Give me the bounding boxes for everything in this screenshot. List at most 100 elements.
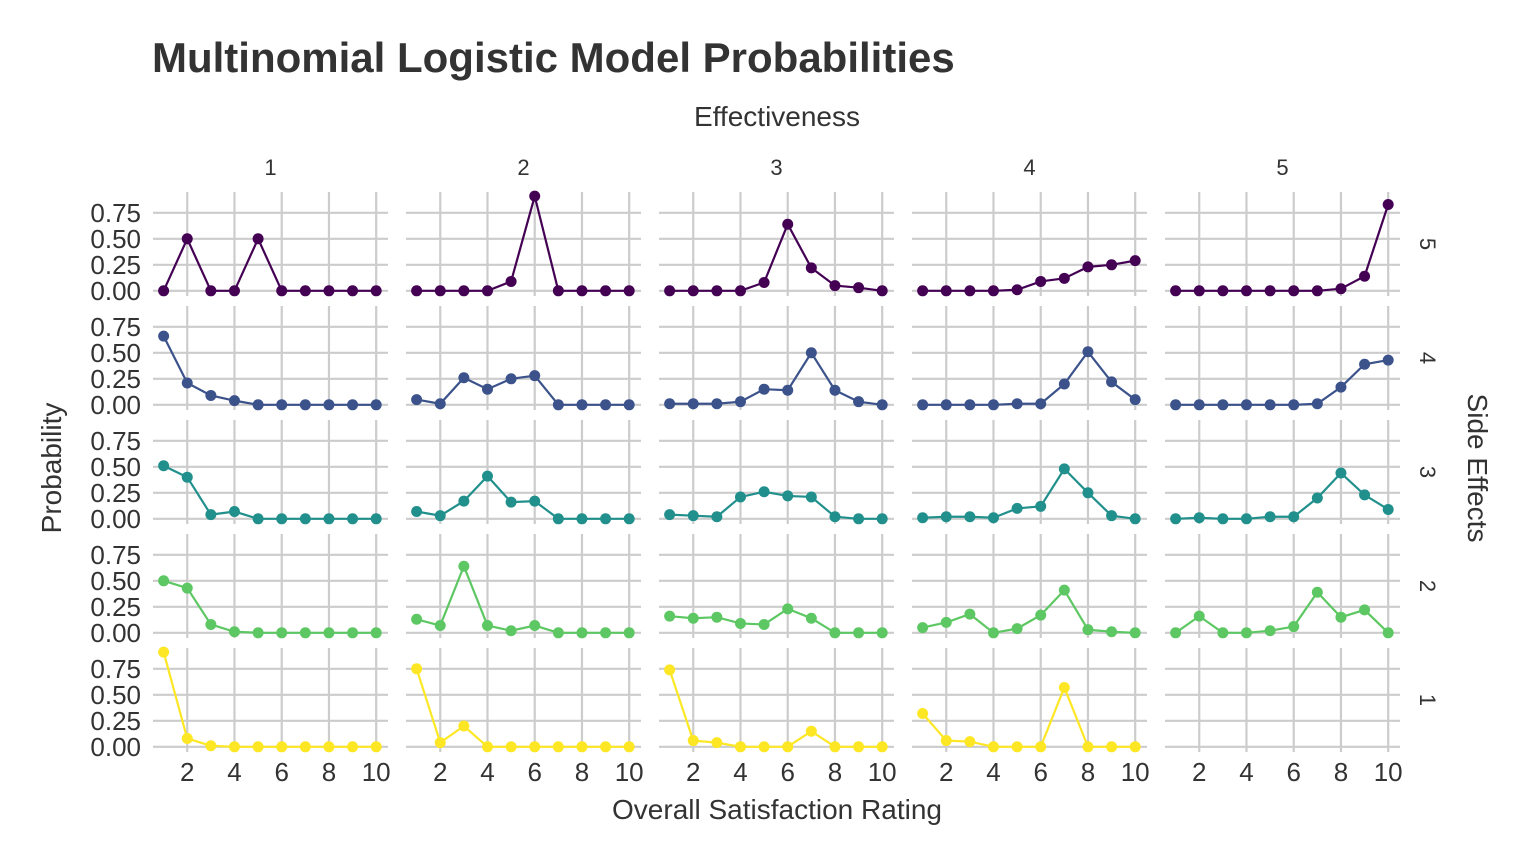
y-tick-label: 0.75 <box>90 540 141 570</box>
data-point <box>529 620 541 632</box>
facet-panel <box>1165 534 1400 639</box>
x-tick-label: 6 <box>1286 757 1300 787</box>
column-strip-label: 3 <box>770 155 782 180</box>
row-strip-label: 3 <box>1415 466 1440 478</box>
data-point <box>1170 513 1182 525</box>
data-point <box>782 218 794 230</box>
data-point <box>347 741 359 753</box>
x-tick-label: 4 <box>733 757 747 787</box>
data-point <box>299 399 311 411</box>
series-line <box>162 236 377 292</box>
data-point <box>758 741 770 753</box>
data-point <box>458 372 470 384</box>
data-point <box>252 399 264 411</box>
data-point <box>664 664 676 676</box>
x-tick-label: 10 <box>868 757 897 787</box>
series-line <box>1175 358 1389 406</box>
data-point <box>1217 285 1229 297</box>
data-point <box>711 511 723 523</box>
data-point <box>576 627 588 639</box>
data-point <box>252 627 264 639</box>
data-point <box>917 399 929 411</box>
x-tick-label: 4 <box>986 757 1000 787</box>
data-point <box>1217 399 1229 411</box>
data-point <box>623 741 635 753</box>
x-tick-label: 8 <box>828 757 842 787</box>
data-point <box>940 511 952 523</box>
data-point <box>1106 376 1118 388</box>
data-point <box>853 627 865 639</box>
data-point <box>782 384 794 396</box>
data-point <box>1311 586 1323 598</box>
data-point <box>411 394 423 406</box>
data-point <box>1264 511 1276 523</box>
series-line <box>922 467 1136 520</box>
data-point <box>964 285 976 297</box>
data-point <box>1382 354 1394 366</box>
data-point <box>964 511 976 523</box>
data-point <box>1288 511 1300 523</box>
data-point <box>505 625 517 637</box>
data-point <box>876 399 888 411</box>
data-point <box>276 741 288 753</box>
data-point <box>1106 626 1118 638</box>
data-point <box>964 736 976 748</box>
x-tick-label: 2 <box>180 757 194 787</box>
data-point <box>1035 275 1047 287</box>
column-facet-title: Effectiveness <box>694 101 860 132</box>
series-line <box>415 668 630 748</box>
panels-layer: 1 2 3 4 5543210.000.250.500.750.000.250.500.… <box>90 155 1440 787</box>
data-point <box>552 399 564 411</box>
y-tick-label: 0.25 <box>90 592 141 622</box>
data-point <box>576 513 588 525</box>
x-tick-label: 4 <box>480 757 494 787</box>
data-point <box>505 741 517 753</box>
x-tick-label: 6 <box>780 757 794 787</box>
data-point <box>205 285 217 297</box>
y-tick-label: 0.50 <box>90 338 141 368</box>
data-point <box>1058 463 1070 475</box>
series-line <box>162 651 377 748</box>
data-point <box>711 398 723 410</box>
data-point <box>1058 584 1070 596</box>
x-tick-label: 2 <box>1192 757 1206 787</box>
data-point <box>1240 285 1252 297</box>
data-point <box>481 620 493 632</box>
y-tick-label: 0.25 <box>90 364 141 394</box>
y-tick-label: 0.50 <box>90 680 141 710</box>
data-point <box>1011 502 1023 514</box>
data-point <box>1311 492 1323 504</box>
data-point <box>1311 398 1323 410</box>
data-point <box>1193 285 1205 297</box>
data-point <box>411 613 423 625</box>
data-point <box>411 285 423 297</box>
data-point <box>323 741 335 753</box>
data-point <box>1011 623 1023 635</box>
x-tick-label: 8 <box>322 757 336 787</box>
data-point <box>853 396 865 408</box>
y-tick-label: 0.25 <box>90 250 141 280</box>
data-point <box>323 627 335 639</box>
data-point <box>829 741 841 753</box>
series-line <box>163 464 377 520</box>
x-tick-label: 6 <box>527 757 541 787</box>
data-point <box>782 490 794 502</box>
data-point <box>917 512 929 524</box>
data-point <box>576 399 588 411</box>
y-tick-label: 0.50 <box>90 566 141 596</box>
data-point <box>664 610 676 622</box>
data-point <box>1264 399 1276 411</box>
data-point <box>370 741 382 753</box>
data-point <box>205 740 217 752</box>
facet-panel <box>406 420 641 525</box>
series-line <box>1175 204 1390 292</box>
data-point <box>734 491 746 503</box>
data-point <box>876 513 888 525</box>
data-point <box>1129 741 1141 753</box>
data-point <box>1035 398 1047 410</box>
data-point <box>758 486 770 498</box>
data-point <box>940 616 952 628</box>
row-strip-label: 2 <box>1415 580 1440 592</box>
series-line <box>1175 471 1389 520</box>
data-point <box>276 285 288 297</box>
